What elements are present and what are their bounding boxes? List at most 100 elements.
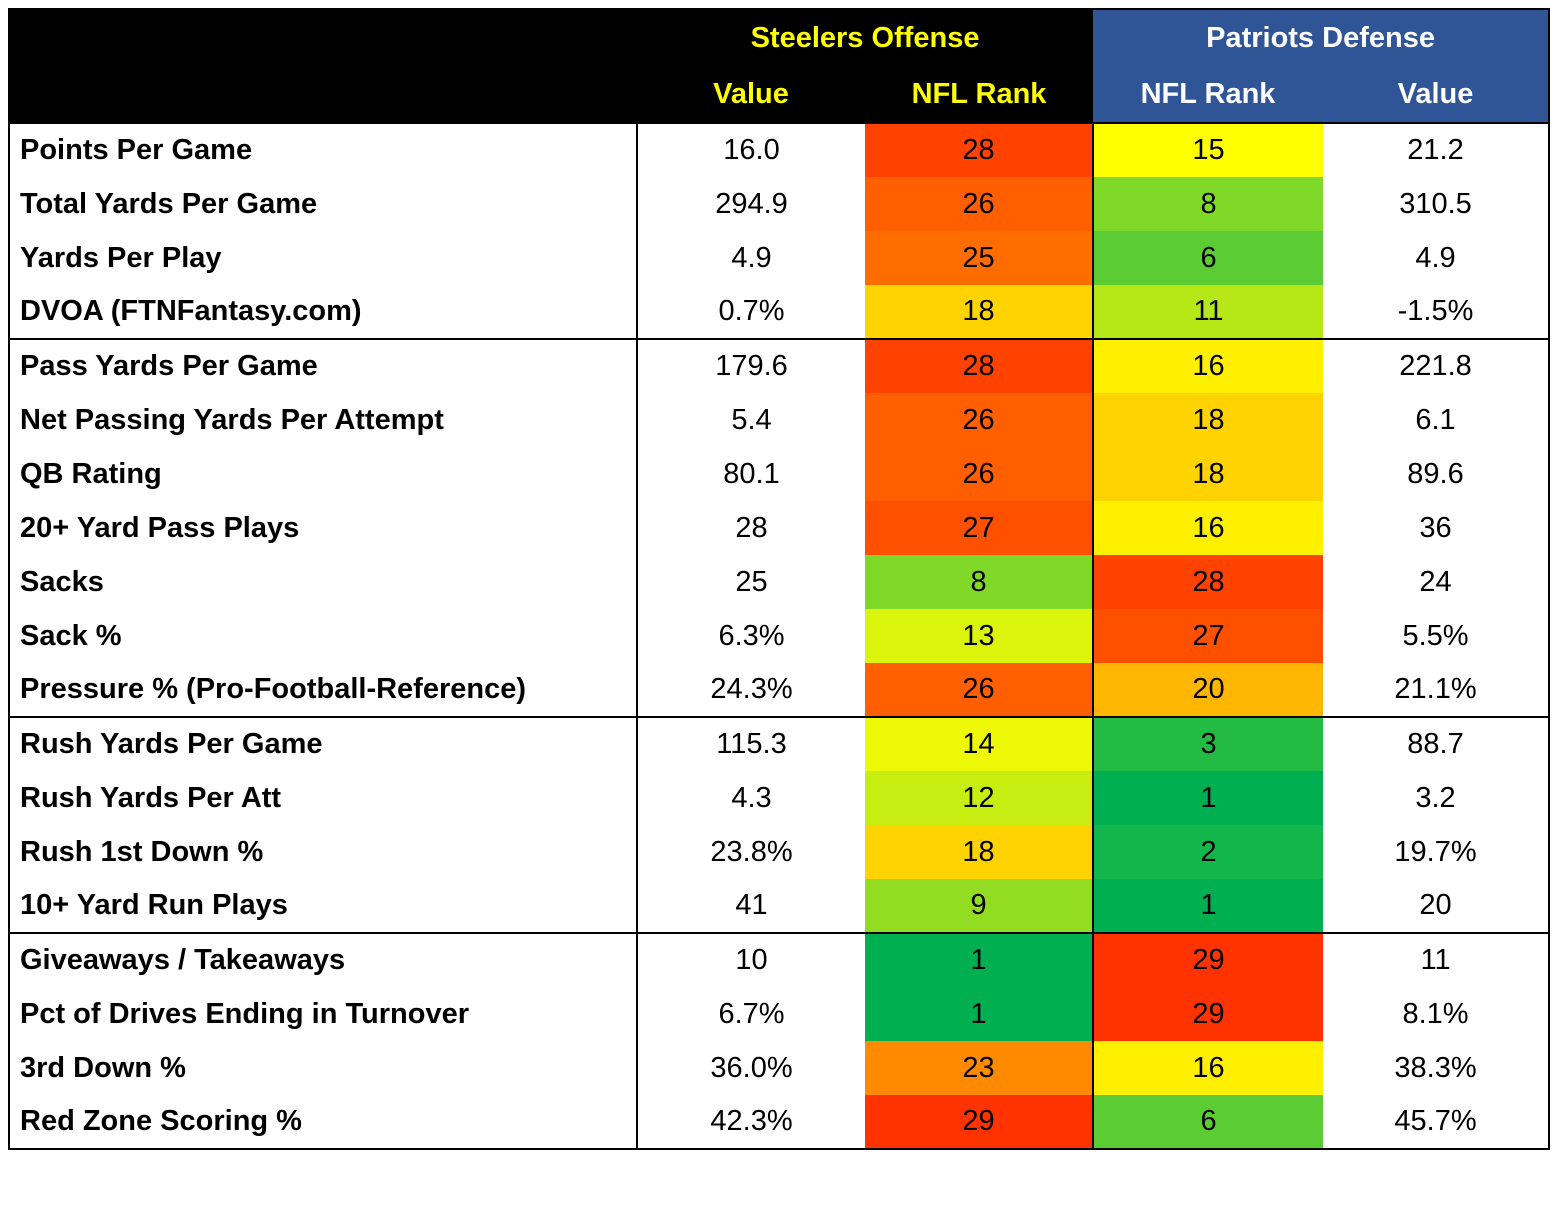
- value-cell: 3.2: [1415, 781, 1456, 814]
- value-cell: 6.3%: [718, 619, 785, 652]
- value-cell: 80.1: [723, 457, 780, 490]
- rank-cell: 16: [1093, 1041, 1324, 1095]
- rank-cell: 14: [865, 716, 1095, 771]
- value-cell: 221.8: [1323, 338, 1550, 393]
- value-cell: 45.7%: [1394, 1105, 1477, 1137]
- rank-cell: 8: [1093, 177, 1324, 231]
- group-row: Steelers Offense Patriots Defense: [9, 9, 1550, 123]
- rank-cell: 11: [1093, 285, 1324, 339]
- table-row: Points Per Game 16.0 28 15 21.2: [9, 122, 1550, 177]
- group-header: Patriots Defense: [1093, 9, 1550, 66]
- table-row: Sacks 25 8 28 24: [9, 555, 1549, 609]
- table-row: Red Zone Scoring % 42.3% 29 6 45.7%: [9, 1095, 1549, 1149]
- rank-cell: 16: [1093, 501, 1324, 555]
- value-cell: 4.3: [731, 781, 772, 814]
- value-cell: 4.9: [1415, 241, 1456, 274]
- rank-cell: 26: [865, 393, 1095, 447]
- value-cell: 19.7%: [1394, 835, 1477, 868]
- table-row: Pressure % (Pro-Football-Reference) 24.3%…: [9, 663, 1549, 717]
- table-row: Rush Yards Per Att 4.3 12 1 3.2: [9, 771, 1549, 825]
- rank-cell: 6: [1093, 231, 1324, 285]
- table-row: 10+ Yard Run Plays 41 9 1 20: [9, 879, 1549, 933]
- row-label: 20+ Yard Pass Plays: [9, 501, 638, 555]
- table-row: Rush Yards Per Game 115.3 14 3 88.7: [9, 716, 1550, 771]
- rank-cell: 1: [1093, 771, 1324, 825]
- row-label: Rush 1st Down %: [9, 825, 638, 879]
- value-cell: 6.1: [1415, 403, 1456, 436]
- value-cell: 20: [1419, 889, 1452, 921]
- rank-cell: 1: [1093, 879, 1324, 933]
- row-label: Yards Per Play: [9, 231, 638, 285]
- rank-cell: 12: [865, 771, 1095, 825]
- table-row: Total Yards Per Game 294.9 26 8 310.5: [9, 177, 1549, 231]
- value-cell: 88.7: [1323, 716, 1550, 771]
- value-cell: 89.6: [1407, 457, 1464, 490]
- rank-cell: 27: [1093, 609, 1324, 663]
- value-cell: 23.8%: [710, 835, 793, 868]
- value-cell: 179.6: [637, 338, 865, 393]
- column-header: NFL Rank: [865, 66, 1094, 123]
- column-header: NFL Rank: [1093, 66, 1324, 123]
- row-label: Rush Yards Per Game: [9, 716, 638, 771]
- rank-cell: 28: [865, 338, 1095, 393]
- rank-cell: 26: [865, 177, 1095, 231]
- table-row: QB Rating 80.1 26 18 89.6: [9, 447, 1549, 501]
- value-cell: 28: [735, 511, 768, 544]
- value-cell: 24: [1419, 565, 1452, 598]
- table-row: Giveaways / Takeaways 10 1 29 11: [9, 932, 1550, 987]
- table-row: 3rd Down % 36.0% 23 16 38.3%: [9, 1041, 1549, 1095]
- rank-cell: 3: [1093, 716, 1324, 771]
- value-cell: 16.0: [637, 122, 865, 177]
- rank-cell: 29: [1093, 932, 1324, 987]
- rank-cell: 16: [1093, 338, 1324, 393]
- row-label: Rush Yards Per Att: [9, 771, 638, 825]
- corner: [9, 9, 637, 123]
- rank-cell: 2: [1093, 825, 1324, 879]
- row-label: Net Passing Yards Per Attempt: [9, 393, 638, 447]
- value-cell: 36.0%: [710, 1051, 793, 1084]
- value-cell: 8.1%: [1402, 997, 1469, 1030]
- table-body: Points Per Game 16.0 28 15 21.2 Total Yards P…: [9, 122, 1550, 1149]
- rank-cell: 6: [1093, 1095, 1324, 1149]
- row-label: Sacks: [9, 555, 638, 609]
- value-cell: 36: [1419, 511, 1452, 544]
- column-header: Value: [1323, 66, 1550, 123]
- value-cell: 21.2: [1323, 122, 1550, 177]
- table-row: DVOA (FTNFantasy.com) 0.7% 18 11 -1.5%: [9, 285, 1549, 339]
- value-cell: 4.9: [731, 241, 772, 274]
- value-cell: 38.3%: [1394, 1051, 1477, 1084]
- row-label: Points Per Game: [9, 122, 638, 177]
- table-row: Pass Yards Per Game 179.6 28 16 221.8: [9, 338, 1550, 393]
- rank-cell: 20: [1093, 663, 1324, 717]
- column-row: Value NFL Rank NFL Rank Value: [9, 66, 1550, 123]
- rank-cell: 26: [865, 663, 1095, 717]
- rank-cell: 18: [1093, 447, 1324, 501]
- row-label: Pct of Drives Ending in Turnover: [9, 987, 638, 1041]
- value-cell: 24.3%: [710, 673, 793, 705]
- value-cell: 115.3: [637, 716, 865, 771]
- rank-cell: 18: [865, 825, 1095, 879]
- row-label: 3rd Down %: [9, 1041, 638, 1095]
- row-label: 10+ Yard Run Plays: [9, 879, 638, 933]
- value-cell: 5.4: [731, 403, 772, 436]
- value-cell: 42.3%: [710, 1105, 793, 1137]
- rank-cell: 29: [865, 1095, 1095, 1149]
- value-cell: 310.5: [1399, 187, 1472, 220]
- row-label: Total Yards Per Game: [9, 177, 638, 231]
- value-cell: 41: [735, 889, 768, 921]
- value-cell: 6.7%: [718, 997, 785, 1030]
- rank-cell: 27: [865, 501, 1095, 555]
- column-header: Value: [637, 66, 865, 123]
- rank-cell: 25: [865, 231, 1095, 285]
- table-row: 20+ Yard Pass Plays 28 27 16 36: [9, 501, 1549, 555]
- rank-cell: 1: [865, 987, 1095, 1041]
- table-row: Pct of Drives Ending in Turnover 6.7% 1 29 8…: [9, 987, 1549, 1041]
- rank-cell: 26: [865, 447, 1095, 501]
- table-row: Rush 1st Down % 23.8% 18 2 19.7%: [9, 825, 1549, 879]
- table-row: Yards Per Play 4.9 25 6 4.9: [9, 231, 1549, 285]
- group-header: Steelers Offense: [637, 9, 1094, 66]
- row-label: Red Zone Scoring %: [9, 1095, 638, 1149]
- rank-cell: 15: [1093, 122, 1324, 177]
- row-label: QB Rating: [9, 447, 638, 501]
- value-cell: 25: [735, 565, 768, 598]
